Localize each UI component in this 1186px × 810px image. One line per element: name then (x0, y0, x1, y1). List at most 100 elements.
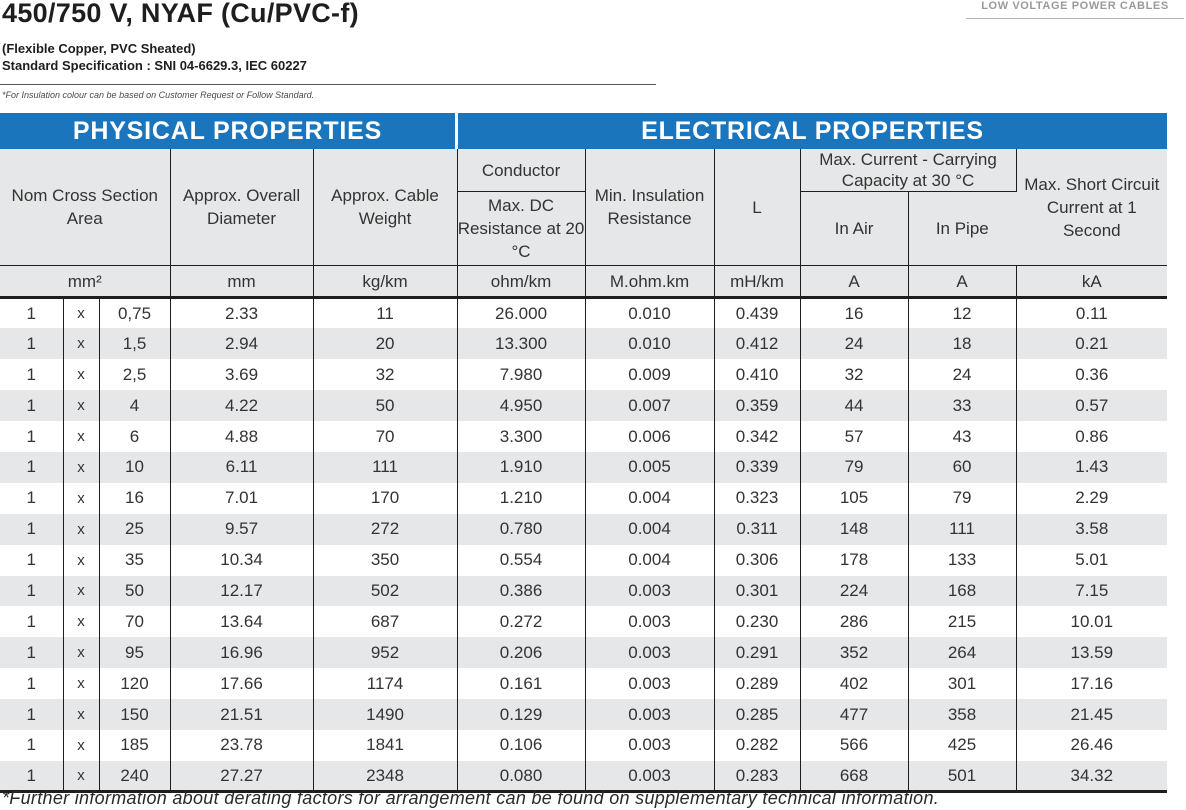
cell-diameter: 13.64 (170, 606, 314, 638)
cell-times-sign: x (63, 390, 100, 422)
cell-cores: 1 (0, 606, 64, 638)
cell-weight: 70 (313, 421, 458, 452)
cell-area: 150 (99, 699, 171, 730)
cell-area: 10 (99, 451, 171, 483)
cell-current-air: 352 (800, 637, 909, 669)
cell-short-circuit: 0.86 (1075, 426, 1109, 446)
cell-short-circuit: 10.01 (1070, 611, 1114, 631)
subtitle: (Flexible Copper, PVC Sheated) (2, 41, 196, 56)
cell-area: 0,75 (99, 297, 171, 329)
cell-cores: 1 (0, 575, 64, 607)
cell-cores: 1 (0, 699, 64, 730)
cell-times-sign: x (63, 359, 100, 391)
cell-current-air: 178 (800, 544, 909, 576)
table-row: 1 x 16 7.01 170 1.210 0.004 0.323 105 79 2.29 (0, 482, 1167, 514)
cell-short-circuit: 26.46 (1070, 735, 1114, 755)
cell-diameter: 16.96 (170, 637, 314, 669)
cell-inductance: 0.339 (714, 451, 801, 483)
cell-area: 1,5 (99, 328, 171, 360)
cable-spec-table: Nom Cross Section Area Approx. Overall D… (0, 149, 1168, 794)
cell-current-pipe: 79 (908, 482, 1017, 514)
cell-dc-resistance: 0.554 (457, 544, 586, 576)
cell-diameter: 2.94 (170, 328, 314, 360)
cell-insulation: 0.009 (585, 359, 715, 391)
cell-times-sign: x (63, 482, 100, 514)
cell-cores: 1 (0, 637, 64, 669)
header-current-group: Max. Current - Carrying Capacity at 30 °… (800, 149, 1017, 192)
unit-pipe: A (908, 265, 1017, 299)
cell-dc-resistance: 1.910 (457, 451, 586, 483)
unit-area: mm² (0, 265, 171, 299)
cell-current-air: 16 (800, 297, 909, 329)
cell-insulation: 0.010 (585, 297, 715, 329)
table-row: 1 x 35 10.34 350 0.554 0.004 0.306 178 133 5.01 (0, 544, 1167, 576)
cell-weight: 1841 (313, 729, 458, 761)
cell-insulation: 0.003 (585, 606, 715, 638)
cell-dc-resistance: 0.272 (457, 606, 586, 638)
cell-times-sign: x (63, 668, 100, 700)
cell-area: 4 (99, 390, 171, 422)
cell-inductance: 0.410 (714, 359, 801, 391)
cell-area: 240 (99, 760, 171, 794)
cell-inductance: 0.439 (714, 297, 801, 329)
table-body: 1 x 0,75 2.33 11 26.000 0.010 0.439 16 12 0.11 1 x 1,… (0, 297, 1168, 794)
cell-area: 2,5 (99, 359, 171, 391)
cell-current-air: 57 (800, 421, 909, 452)
table-row: 1 x 0,75 2.33 11 26.000 0.010 0.439 16 12 0.11 (0, 297, 1167, 329)
cell-diameter: 2.33 (170, 297, 314, 329)
cell-times-sign: x (63, 544, 100, 576)
unit-inductance: mH/km (714, 265, 801, 299)
cell-inductance: 0.301 (714, 575, 801, 607)
header-short-circuit: Max. Short Circuit Current at 1 Second (1016, 149, 1168, 266)
table-row: 1 x 70 13.64 687 0.272 0.003 0.230 286 215 10.01 (0, 606, 1167, 638)
cell-diameter: 10.34 (170, 544, 314, 576)
cell-times-sign: x (63, 328, 100, 360)
cell-insulation: 0.004 (585, 544, 715, 576)
cell-cores: 1 (0, 482, 64, 514)
cell-current-pipe: 12 (908, 297, 1017, 329)
cell-area: 6 (99, 421, 171, 452)
cell-cores: 1 (0, 328, 64, 360)
header-diameter: Approx. Overall Diameter (170, 149, 314, 266)
cell-current-pipe: 18 (908, 328, 1017, 360)
cell-current-pipe: 358 (908, 699, 1017, 730)
cell-short-circuit: 0.11 (1075, 303, 1108, 323)
table-row: 1 x 185 23.78 1841 0.106 0.003 0.282 566 425 26.46 (0, 729, 1167, 761)
cell-current-air: 148 (800, 513, 909, 545)
cell-area: 25 (99, 513, 171, 545)
cell-cores: 1 (0, 451, 64, 483)
cell-short-circuit: 0.36 (1075, 364, 1109, 384)
electrical-properties-band: ELECTRICAL PROPERTIES (458, 113, 1167, 149)
cell-inductance: 0.230 (714, 606, 801, 638)
cell-weight: 11 (313, 297, 458, 329)
cell-cores: 1 (0, 297, 64, 329)
header-dc-resistance: Max. DC Resistance at 20 °C (457, 191, 586, 266)
cell-current-air: 32 (800, 359, 909, 391)
cell-cores: 1 (0, 359, 64, 391)
cell-current-air: 224 (800, 575, 909, 607)
cell-times-sign: x (63, 451, 100, 483)
cell-times-sign: x (63, 513, 100, 545)
cell-dc-resistance: 13.300 (457, 328, 586, 360)
cell-diameter: 6.11 (170, 451, 314, 483)
cell-insulation: 0.010 (585, 328, 715, 360)
footer-note: *Further information about derating fact… (2, 788, 940, 808)
cell-cores: 1 (0, 729, 64, 761)
standard-spec: Standard Specification : SNI 04-6629.3, … (2, 58, 307, 73)
cell-dc-resistance: 1.210 (457, 482, 586, 514)
cell-current-air: 477 (800, 699, 909, 730)
cell-weight: 350 (313, 544, 458, 576)
cell-short-circuit: 5.01 (1075, 550, 1109, 570)
divider (0, 84, 656, 85)
cell-current-air: 402 (800, 668, 909, 700)
cell-dc-resistance: 0.106 (457, 729, 586, 761)
cell-inductance: 0.306 (714, 544, 801, 576)
cell-dc-resistance: 0.206 (457, 637, 586, 669)
cell-dc-resistance: 7.980 (457, 359, 586, 391)
cell-cores: 1 (0, 668, 64, 700)
cell-inductance: 0.311 (714, 513, 801, 545)
cell-weight: 50 (313, 390, 458, 422)
header-in-pipe: In Pipe (908, 191, 1017, 266)
cell-times-sign: x (63, 760, 100, 794)
table-row: 1 x 2,5 3.69 32 7.980 0.009 0.410 32 24 0.36 (0, 359, 1167, 391)
